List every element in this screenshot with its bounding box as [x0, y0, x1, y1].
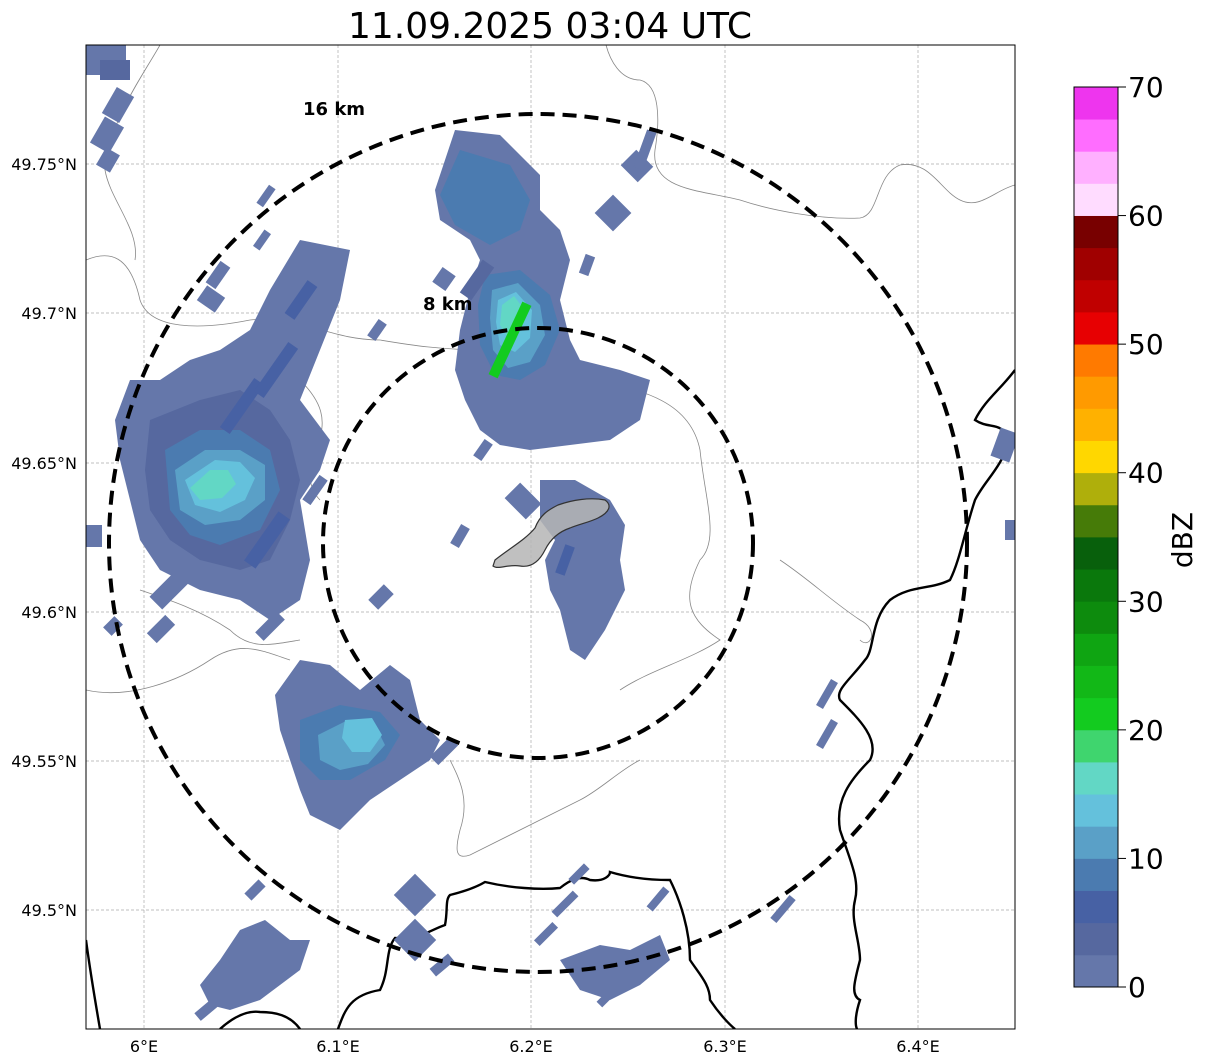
y-axis: 49.75°N 49.7°N 49.65°N 49.6°N 49.55°N 49… [11, 155, 77, 920]
colorbar-segment [1074, 440, 1118, 474]
x-tick-label: 6°E [130, 1037, 158, 1056]
colorbar-segment [1074, 279, 1118, 313]
colorbar-segment [1074, 762, 1118, 795]
colorbar-segment [1074, 697, 1118, 731]
colorbar-tick-label: 10 [1128, 842, 1164, 875]
colorbar-segment [1074, 87, 1118, 120]
x-tick-label: 6.3°E [703, 1037, 747, 1056]
y-tick-label: 49.5°N [21, 901, 77, 920]
echo-cell-north [432, 129, 657, 462]
echo-cell-south [275, 660, 459, 830]
colorbar-tick-label: 70 [1128, 71, 1164, 104]
colorbar-segment [1074, 376, 1118, 409]
y-tick-label: 49.7°N [21, 304, 77, 323]
ring-8km [321, 326, 755, 760]
colorbar-segment [1074, 408, 1118, 441]
x-tick-label: 6.1°E [316, 1037, 360, 1056]
echo-cell-southwest [194, 427, 1015, 1021]
colorbar-tick-label: 20 [1128, 714, 1164, 747]
echo-cell-west [86, 184, 394, 644]
colorbar-segment [1074, 826, 1118, 859]
x-tick-label: 6.2°E [509, 1037, 553, 1056]
ring-label-16km: 16 km [303, 99, 365, 120]
map-panel [85, 44, 1016, 1030]
colorbar-segment [1074, 247, 1118, 281]
colorbar-segment [1074, 569, 1118, 602]
colorbar-segment [1074, 312, 1118, 345]
map-title: 11.09.2025 03:04 UTC [348, 6, 752, 47]
city-outline [492, 498, 610, 569]
ring-16km [107, 112, 969, 974]
colorbar-tick-label: 60 [1128, 200, 1164, 233]
colorbar-segment [1074, 151, 1118, 184]
y-tick-label: 49.55°N [11, 752, 77, 771]
colorbar-ticks: 0 10 20 30 40 50 60 70 [1118, 71, 1164, 1004]
y-tick-label: 49.75°N [11, 155, 77, 174]
x-axis: 6°E 6.1°E 6.2°E 6.3°E 6.4°E [130, 1037, 940, 1056]
colorbar-tick-label: 0 [1128, 971, 1146, 1004]
colorbar-segment [1074, 472, 1118, 506]
echo-cell-northwest-edge [86, 45, 135, 173]
range-rings [107, 112, 969, 974]
colorbar-segment [1074, 954, 1118, 988]
colorbar-segment [1074, 537, 1118, 570]
colorbar-segment [1074, 601, 1118, 634]
colorbar-segment [1074, 922, 1118, 956]
colorbar: 0 10 20 30 40 50 60 70 dBZ [1073, 71, 1199, 1004]
colorbar-tick-label: 50 [1128, 328, 1164, 361]
colorbar-segment [1074, 183, 1118, 216]
colorbar-segments [1074, 87, 1118, 988]
colorbar-segment [1074, 665, 1118, 699]
colorbar-segment [1074, 344, 1118, 377]
colorbar-segment [1074, 729, 1118, 763]
colorbar-segment [1074, 215, 1118, 249]
colorbar-segment [1074, 633, 1118, 666]
colorbar-segment [1074, 858, 1118, 891]
colorbar-segment [1074, 890, 1118, 924]
ring-label-8km: 8 km [423, 294, 473, 315]
radar-echoes [86, 45, 1015, 1021]
colorbar-segment [1074, 794, 1118, 827]
district-boundaries [86, 45, 1015, 857]
colorbar-label: dBZ [1166, 512, 1199, 568]
y-tick-label: 49.6°N [21, 603, 77, 622]
colorbar-segment [1074, 119, 1118, 152]
x-tick-label: 6.4°E [896, 1037, 940, 1056]
y-tick-label: 49.65°N [11, 454, 77, 473]
colorbar-tick-label: 40 [1128, 457, 1164, 490]
colorbar-tick-label: 30 [1128, 585, 1164, 618]
colorbar-segment [1074, 504, 1118, 538]
